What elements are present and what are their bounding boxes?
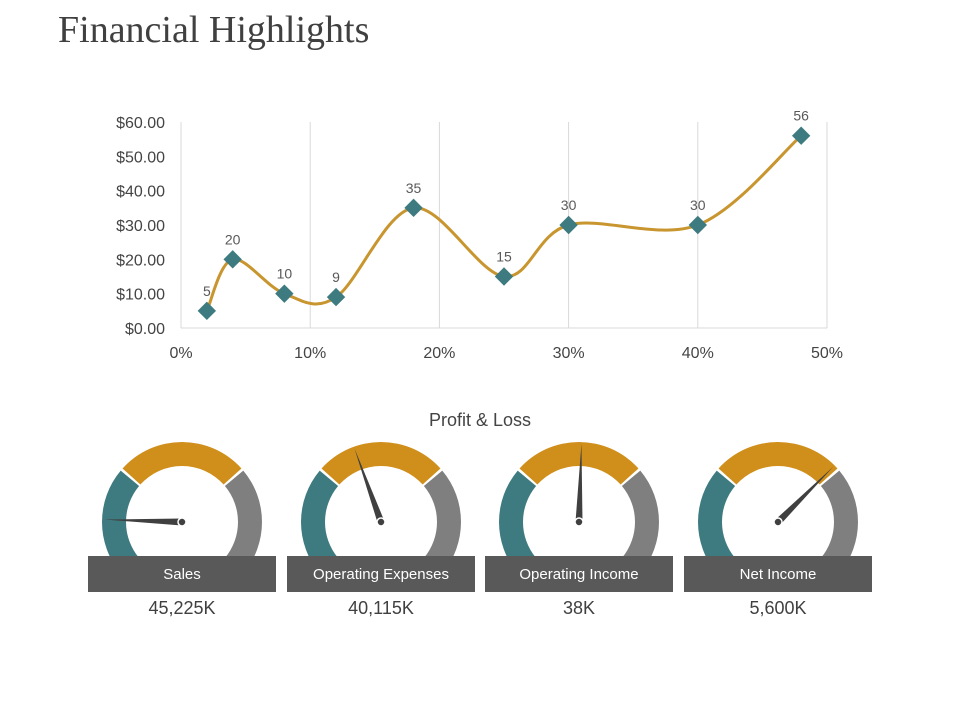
gauge-sales: Sales 45,225K bbox=[88, 435, 276, 625]
y-tick-label: $50.00 bbox=[116, 149, 165, 166]
profit-loss-title: Profit & Loss bbox=[428, 410, 532, 430]
gauge-net-income: Net Income 5,600K bbox=[684, 435, 872, 625]
gauge-needle bbox=[575, 444, 583, 523]
gauge-dial bbox=[102, 442, 262, 560]
x-tick-label: 20% bbox=[423, 345, 455, 362]
gauge-needle-hub bbox=[773, 517, 783, 527]
data-point-marker bbox=[326, 287, 346, 307]
data-label: 20 bbox=[225, 231, 241, 247]
data-point-marker bbox=[275, 284, 294, 303]
y-tick-label: $20.00 bbox=[116, 252, 165, 269]
data-label: 10 bbox=[277, 266, 293, 282]
gauge-dial bbox=[499, 442, 659, 560]
gauge-segment-high bbox=[820, 470, 858, 560]
y-tick-label: $30.00 bbox=[116, 218, 165, 235]
gauge-value: 40,115K bbox=[348, 598, 414, 618]
gauge-segment-high bbox=[621, 470, 659, 560]
gauge-needle bbox=[354, 448, 385, 524]
gauge-segment-low bbox=[698, 470, 736, 560]
gauge-segment-high bbox=[224, 470, 262, 560]
gauge-segment-low bbox=[102, 470, 140, 560]
gauge-segment-high bbox=[423, 470, 461, 560]
data-point-marker bbox=[791, 126, 811, 145]
data-label: 15 bbox=[496, 249, 512, 265]
data-point-marker bbox=[404, 198, 423, 218]
gauge-value: 5,600K bbox=[749, 598, 807, 618]
gauge-needle-hub bbox=[177, 517, 187, 527]
data-label: 30 bbox=[561, 197, 577, 213]
page-title: Financial Highlights bbox=[58, 9, 370, 51]
gauge-segment-low bbox=[301, 470, 339, 560]
x-tick-label: 40% bbox=[682, 345, 714, 362]
x-tick-label: 0% bbox=[169, 345, 192, 362]
gauge-needle-hub bbox=[376, 517, 386, 527]
y-tick-label: $10.00 bbox=[116, 287, 165, 304]
data-point-marker bbox=[494, 267, 514, 286]
gauge-label: Operating Expenses bbox=[287, 556, 475, 592]
gauge-label: Operating Income bbox=[485, 556, 673, 592]
data-point-marker bbox=[688, 215, 707, 235]
gauge-dial bbox=[698, 442, 858, 560]
x-tick-label: 50% bbox=[811, 345, 843, 362]
gauge-operating-expenses: Operating Expenses 40,115K bbox=[287, 435, 475, 625]
gauge-needle bbox=[104, 518, 183, 526]
gauge-segment-mid bbox=[122, 442, 242, 485]
x-tick-label: 10% bbox=[294, 345, 326, 362]
gauge-needle bbox=[775, 466, 834, 525]
series-line bbox=[205, 134, 803, 312]
data-label: 56 bbox=[793, 108, 809, 124]
line-chart: $0.00 $10.00 $20.00 $30.00 $40.00 $50.00 $60.0… bbox=[116, 108, 843, 362]
gauge-needle-hub bbox=[574, 517, 584, 527]
y-tick-label: $40.00 bbox=[116, 184, 165, 201]
gauge-dial bbox=[301, 442, 461, 560]
data-label: 35 bbox=[406, 180, 422, 196]
gauge-segment-mid bbox=[321, 442, 441, 485]
gauge-value: 45,225K bbox=[148, 598, 216, 618]
gauge-label: Sales bbox=[88, 556, 276, 592]
gauge-label: Net Income bbox=[684, 556, 872, 592]
gauge-segment-low bbox=[499, 470, 537, 560]
x-tick-label: 30% bbox=[553, 345, 585, 362]
gauge-segment-mid bbox=[718, 442, 838, 485]
data-label: 5 bbox=[203, 283, 211, 299]
gauge-segment-mid bbox=[519, 442, 639, 485]
data-label: 30 bbox=[690, 197, 706, 213]
data-point-marker bbox=[559, 215, 578, 235]
y-tick-label: $0.00 bbox=[125, 321, 165, 338]
gauge-value: 38K bbox=[562, 598, 596, 618]
y-tick-label: $60.00 bbox=[116, 115, 165, 132]
data-label: 9 bbox=[332, 269, 340, 285]
data-point-marker bbox=[197, 301, 217, 321]
gauge-operating-income: Operating Income 38K bbox=[485, 435, 673, 625]
